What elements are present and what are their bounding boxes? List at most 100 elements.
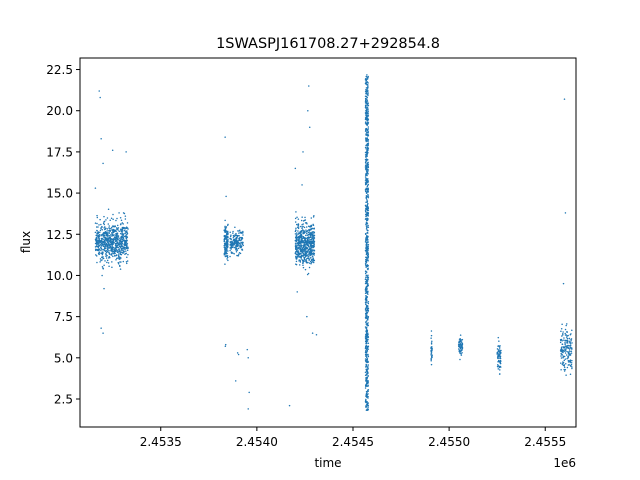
data-point xyxy=(106,230,108,232)
data-point xyxy=(367,205,369,208)
data-point xyxy=(242,244,245,247)
data-point xyxy=(364,371,367,374)
data-point xyxy=(121,248,123,251)
data-point xyxy=(237,255,240,257)
data-point xyxy=(124,240,126,242)
data-point xyxy=(296,245,299,247)
data-point xyxy=(247,408,249,410)
data-point xyxy=(367,193,369,196)
data-point xyxy=(126,256,128,259)
data-point xyxy=(367,92,369,94)
data-point xyxy=(107,238,110,241)
data-point xyxy=(571,348,573,350)
data-point xyxy=(111,250,113,253)
data-point xyxy=(367,114,370,116)
data-point xyxy=(298,232,301,235)
data-point xyxy=(364,355,367,357)
data-point xyxy=(364,99,367,102)
data-point xyxy=(300,251,302,253)
data-point xyxy=(304,244,306,246)
data-point xyxy=(105,251,108,254)
data-point xyxy=(299,261,302,263)
data-point xyxy=(571,367,573,370)
data-point xyxy=(116,246,118,248)
data-point xyxy=(567,359,570,362)
data-point xyxy=(311,255,314,257)
data-point xyxy=(366,281,368,283)
data-point xyxy=(299,234,302,237)
data-point xyxy=(365,335,368,338)
data-point xyxy=(367,253,369,256)
data-point xyxy=(563,98,566,100)
data-point xyxy=(366,146,369,149)
data-point xyxy=(123,229,126,232)
data-point xyxy=(566,330,568,333)
data-point xyxy=(237,230,239,232)
data-point xyxy=(297,230,299,232)
data-point xyxy=(310,217,313,219)
data-point xyxy=(366,100,369,102)
data-point xyxy=(307,225,310,227)
data-point xyxy=(307,231,310,234)
data-point xyxy=(365,174,367,176)
data-point xyxy=(305,230,308,233)
data-point xyxy=(94,246,97,248)
data-point xyxy=(125,260,128,263)
data-point xyxy=(125,236,128,238)
data-point xyxy=(103,264,105,266)
data-point xyxy=(238,242,241,245)
data-point xyxy=(110,253,113,256)
data-point xyxy=(430,352,433,354)
data-point xyxy=(367,151,369,154)
data-point xyxy=(498,348,501,350)
data-point xyxy=(104,245,107,248)
x-axis: 2.4535 2.4540 2.4545 2.4550 2.4555 xyxy=(140,427,566,449)
data-point xyxy=(364,384,367,387)
data-point xyxy=(499,360,502,363)
data-point xyxy=(121,251,123,254)
data-point xyxy=(122,260,125,263)
data-point xyxy=(227,236,229,239)
data-point xyxy=(563,370,566,372)
data-point xyxy=(242,230,244,233)
data-point xyxy=(364,358,367,360)
data-point xyxy=(234,226,236,229)
data-point xyxy=(305,251,308,253)
data-point xyxy=(364,151,367,154)
data-point xyxy=(97,249,100,251)
data-point xyxy=(100,247,102,249)
data-point xyxy=(224,248,227,250)
data-point xyxy=(301,250,304,252)
data-point xyxy=(309,245,312,247)
data-point xyxy=(117,229,119,231)
data-point xyxy=(109,236,111,239)
data-point xyxy=(224,225,226,228)
data-point xyxy=(109,247,111,249)
data-point xyxy=(302,229,304,231)
data-point xyxy=(307,109,309,112)
data-point xyxy=(303,219,306,222)
data-point xyxy=(95,254,97,256)
data-point xyxy=(302,232,304,234)
data-point xyxy=(97,231,100,234)
data-point xyxy=(111,245,113,247)
data-point xyxy=(367,170,369,172)
data-point xyxy=(365,139,368,142)
data-point xyxy=(306,238,309,241)
data-point xyxy=(119,232,122,235)
data-point xyxy=(431,340,433,343)
data-point xyxy=(239,245,241,247)
data-point xyxy=(365,183,367,185)
data-point xyxy=(296,253,299,256)
y-tick-label: 10.0 xyxy=(46,269,73,283)
data-point xyxy=(366,329,369,332)
data-point xyxy=(307,239,310,242)
data-point xyxy=(109,250,111,252)
data-point xyxy=(367,226,370,228)
data-point xyxy=(364,104,367,107)
x-tick-label: 2.4540 xyxy=(236,435,278,449)
data-point xyxy=(365,238,367,240)
data-point xyxy=(231,246,234,249)
data-point xyxy=(235,237,238,239)
data-point xyxy=(120,261,122,263)
